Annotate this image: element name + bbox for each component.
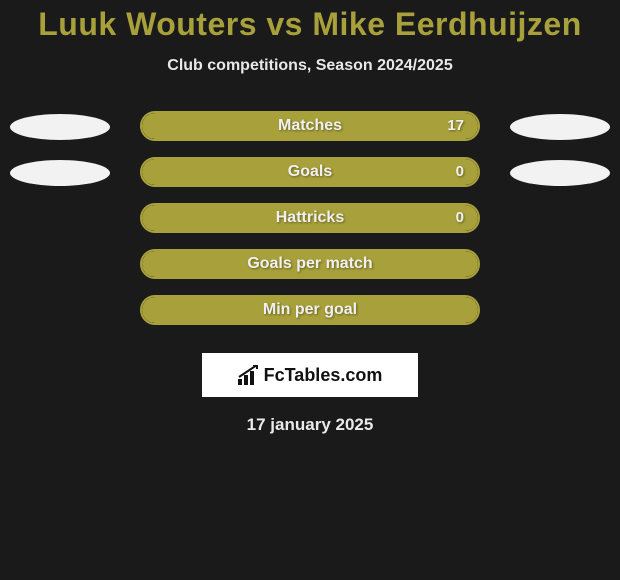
stat-row: Hattricks0 <box>0 203 620 249</box>
player1-pill <box>10 160 110 186</box>
player1-pill <box>10 114 110 140</box>
stat-bar: Goals0 <box>140 157 480 187</box>
stat-label: Min per goal <box>142 297 478 323</box>
barchart-icon <box>238 365 260 385</box>
stat-value: 0 <box>456 205 464 231</box>
stat-row: Goals0 <box>0 157 620 203</box>
site-logo: FcTables.com <box>202 353 418 397</box>
comparison-title: Luuk Wouters vs Mike Eerdhuijzen <box>0 6 620 43</box>
season-subtitle: Club competitions, Season 2024/2025 <box>0 57 620 75</box>
stat-label: Goals <box>142 159 478 185</box>
player2-pill <box>510 160 610 186</box>
stat-bar: Matches17 <box>140 111 480 141</box>
snapshot-date: 17 january 2025 <box>0 415 620 435</box>
stat-label: Goals per match <box>142 251 478 277</box>
stats-area: Matches17Goals0Hattricks0Goals per match… <box>0 111 620 341</box>
stat-bar: Goals per match <box>140 249 480 279</box>
logo-text: FcTables.com <box>264 365 383 386</box>
stat-row: Goals per match <box>0 249 620 295</box>
stat-label: Hattricks <box>142 205 478 231</box>
stat-bar: Min per goal <box>140 295 480 325</box>
stat-value: 17 <box>447 113 464 139</box>
player2-pill <box>510 114 610 140</box>
stat-bar: Hattricks0 <box>140 203 480 233</box>
stat-row: Min per goal <box>0 295 620 341</box>
stat-label: Matches <box>142 113 478 139</box>
stat-value: 0 <box>456 159 464 185</box>
stat-row: Matches17 <box>0 111 620 157</box>
